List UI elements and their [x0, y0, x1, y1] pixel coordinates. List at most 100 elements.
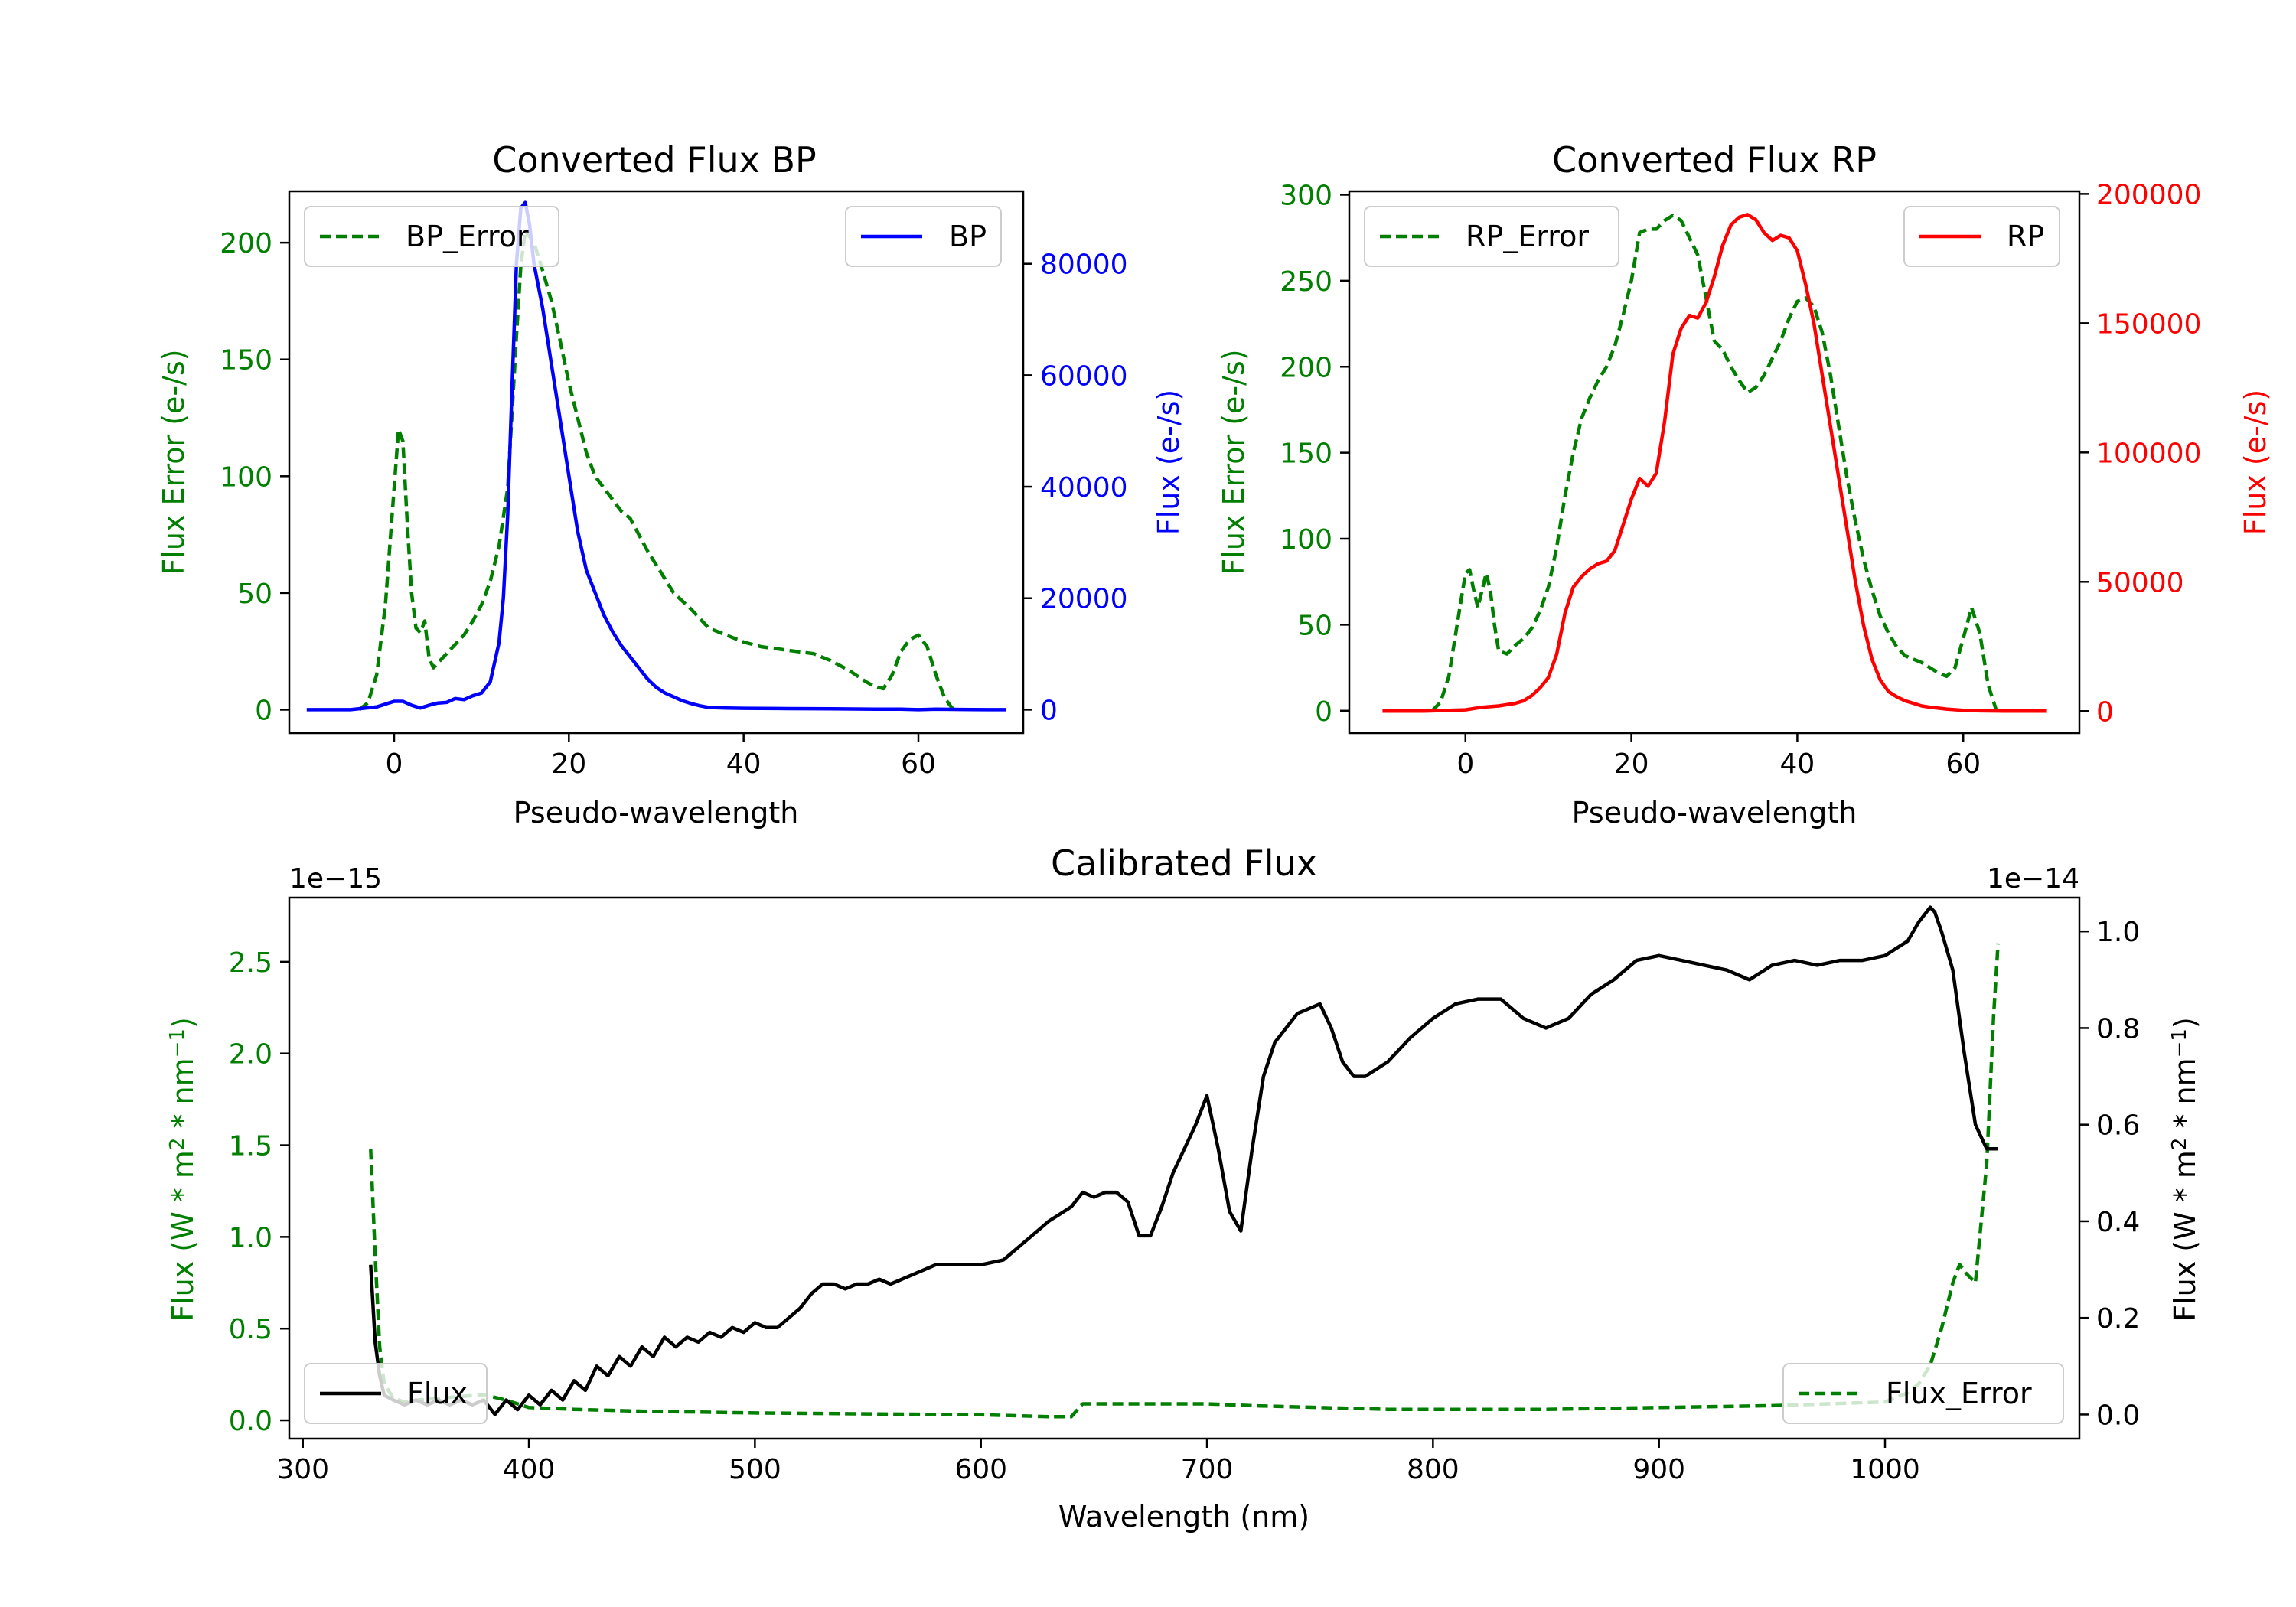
x-tick-label: 20	[1614, 748, 1649, 780]
y-right-tick-label: 0	[1040, 695, 1058, 726]
legend-box	[1782, 1363, 2064, 1424]
y-axis-right-label: Flux (e-/s)	[2239, 390, 2272, 535]
y-left-tick-label: 300	[1280, 180, 1332, 211]
y-axis-left: 0.0 0.5 1.0 1.5 2.0 2.5	[229, 947, 289, 1437]
legend-left: BP_Error	[304, 206, 559, 267]
x-axis-label: Pseudo-wavelength	[1572, 796, 1857, 830]
y-axis-right: 0 50000 100000 150000 200000	[2079, 179, 2201, 728]
x-tick-label: 40	[726, 748, 762, 780]
y-left-tick-label: 250	[1280, 266, 1332, 298]
plot-area	[369, 905, 2000, 1419]
x-tick-label: 800	[1407, 1454, 1459, 1485]
y-left-tick-label: 100	[220, 461, 272, 493]
x-tick-label: 20	[551, 748, 586, 780]
y-left-tick-label: 150	[220, 345, 272, 376]
y-right-tick-label: 100000	[2096, 438, 2201, 469]
superscript: −1	[2168, 1028, 2191, 1058]
y-right-tick-label: 80000	[1040, 249, 1128, 281]
y-right-tick-label: 0.0	[2096, 1400, 2140, 1431]
y-left-tick-label: 0	[1315, 696, 1332, 728]
superscript: 2	[2168, 1138, 2191, 1151]
legend-box	[1903, 206, 2060, 267]
y-left-tick-label: 0	[255, 695, 272, 726]
y-axis-left: 0 50 100 150 200 250 300	[1280, 180, 1349, 728]
panel-converted-flux-rp: Converted Flux RP 0 20 40 60 0 50 100 150 200 25…	[1217, 139, 2272, 830]
series-line-rp	[1382, 213, 2047, 713]
x-tick-label: 900	[1632, 1454, 1685, 1485]
legend-box	[1364, 206, 1619, 267]
x-tick-label: 1000	[1850, 1454, 1920, 1485]
legend-left: RP_Error	[1364, 206, 1619, 267]
series-line-flux-error	[369, 943, 2000, 1419]
y-right-tick-label: 150000	[2096, 308, 2201, 340]
series-line-bp	[306, 200, 1006, 712]
y-left-tick-label: 200	[1280, 352, 1332, 383]
legend-box	[304, 1363, 488, 1424]
panel-converted-flux-bp: Converted Flux BP 0 20 40 60 0 50 100 150 200 0…	[157, 139, 1186, 830]
superscript: 2	[166, 1138, 189, 1151]
legend-label: BP_Error	[406, 220, 529, 253]
chart-title: Converted Flux BP	[492, 139, 817, 181]
x-tick-label: 400	[503, 1454, 556, 1485]
y-left-tick-label: 200	[220, 228, 272, 259]
y-right-tick-label: 0	[2096, 696, 2114, 728]
x-axis: 300 400 500 600 700 800 900 1000	[276, 1439, 1920, 1485]
offset-left-label: 1e−15	[289, 863, 382, 895]
y-axis-left-label: Flux (W * m2 * nm−1)	[166, 1017, 200, 1322]
y-left-tick-label: 1.0	[229, 1222, 272, 1253]
x-tick-label: 0	[386, 748, 403, 780]
label-part: )	[2168, 1017, 2202, 1028]
y-right-tick-label: 60000	[1040, 360, 1128, 392]
plot-area	[1382, 213, 2047, 713]
legend-left: Flux	[304, 1363, 488, 1424]
legend-label: RP	[2007, 220, 2044, 253]
y-left-tick-label: 0.5	[229, 1314, 272, 1345]
label-part: )	[166, 1017, 200, 1028]
x-tick-label: 500	[729, 1454, 781, 1485]
legend-box	[304, 206, 559, 267]
legend-label: RP_Error	[1466, 220, 1589, 253]
y-left-tick-label: 50	[237, 579, 272, 610]
y-axis-left-label: Flux Error (e-/s)	[1217, 349, 1251, 575]
series-line-rp-error	[1430, 214, 1998, 712]
chart-title: Calibrated Flux	[1051, 843, 1317, 884]
x-axis-label: Wavelength (nm)	[1058, 1500, 1309, 1534]
y-right-tick-label: 0.4	[2096, 1207, 2140, 1238]
x-tick-label: 300	[276, 1454, 329, 1485]
y-axis-left: 0 50 100 150 200	[220, 228, 289, 726]
y-right-tick-label: 20000	[1040, 584, 1128, 615]
chart-title: Converted Flux RP	[1552, 139, 1877, 181]
x-tick-label: 60	[1945, 748, 1981, 780]
y-axis-right: 0.0 0.2 0.4 0.6 0.8 1.0	[2079, 917, 2140, 1431]
plot-area	[306, 200, 1006, 712]
y-right-tick-label: 0.2	[2096, 1303, 2140, 1335]
x-axis: 0 20 40 60	[386, 733, 936, 780]
x-axis: 0 20 40 60	[1456, 733, 1981, 780]
y-left-tick-label: 150	[1280, 438, 1332, 470]
series-line-flux	[369, 905, 1998, 1416]
y-axis-left-label: Flux Error (e-/s)	[157, 349, 191, 575]
y-right-tick-label: 0.8	[2096, 1013, 2140, 1045]
y-left-tick-label: 100	[1280, 524, 1332, 556]
x-axis-label: Pseudo-wavelength	[514, 796, 799, 830]
series-line-bp-error	[357, 229, 955, 712]
legend-right: Flux_Error	[1782, 1363, 2064, 1424]
label-part: * nm	[166, 1058, 200, 1137]
axes-frame	[1348, 190, 2081, 735]
panel-calibrated-flux: Calibrated Flux 1e−15 1e−14 300 400 500 600…	[166, 843, 2202, 1534]
y-right-tick-label: 40000	[1040, 472, 1128, 504]
y-left-tick-label: 50	[1297, 610, 1332, 641]
legend-label: BP	[949, 220, 987, 253]
y-axis-right-label: Flux (W * m2 * nm−1)	[2168, 1017, 2202, 1322]
axes-frame	[288, 190, 1025, 735]
y-right-tick-label: 50000	[2096, 567, 2184, 598]
axes-frame	[288, 896, 2081, 1440]
y-right-tick-label: 200000	[2096, 179, 2201, 210]
x-tick-label: 60	[901, 748, 936, 780]
x-tick-label: 600	[954, 1454, 1007, 1485]
y-left-tick-label: 2.0	[229, 1039, 272, 1071]
y-left-tick-label: 1.5	[229, 1131, 272, 1162]
legend-label: Flux	[407, 1377, 468, 1410]
offset-right-label: 1e−14	[1987, 863, 2079, 895]
